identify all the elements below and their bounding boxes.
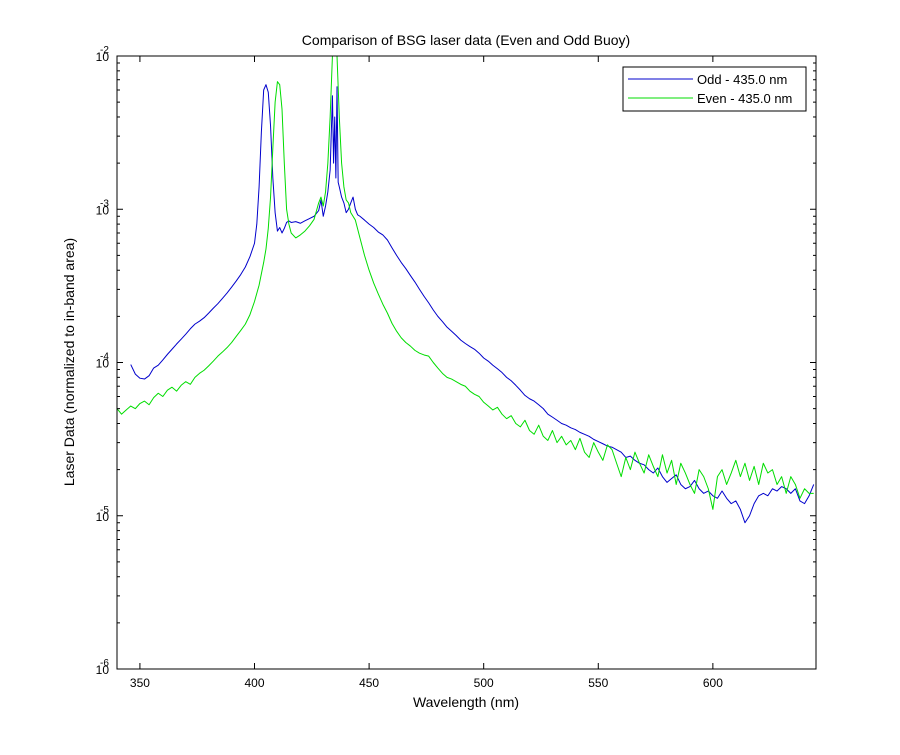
x-tick-label: 450 xyxy=(359,676,379,690)
y-tick-exponent: -2 xyxy=(100,45,109,56)
x-tick-label: 400 xyxy=(244,676,264,690)
series-line-odd xyxy=(130,84,815,524)
y-tick-exponent: -5 xyxy=(100,505,109,516)
y-tick-exponent: -3 xyxy=(100,198,109,209)
y-tick-label: 10 xyxy=(96,663,110,677)
y-tick-label: 10 xyxy=(96,203,110,217)
x-axis-label: Wavelength (nm) xyxy=(413,694,519,710)
legend-label: Even - 435.0 nm xyxy=(697,91,792,106)
legend-label: Odd - 435.0 nm xyxy=(697,72,787,87)
y-tick-label: 10 xyxy=(96,510,110,524)
y-tick-exponent: -6 xyxy=(100,658,109,669)
x-tick-label: 350 xyxy=(130,676,150,690)
x-tick-label: 600 xyxy=(703,676,723,690)
plot-frame xyxy=(116,55,817,670)
legend-box xyxy=(622,66,807,112)
y-tick-exponent: -4 xyxy=(100,352,109,363)
x-tick-label: 550 xyxy=(588,676,608,690)
y-axis-label: Laser Data (normalized to in-band area) xyxy=(61,238,77,486)
y-tick-label: 10 xyxy=(96,50,110,64)
series-line-even xyxy=(117,56,814,510)
chart-title: Comparison of BSG laser data (Even and O… xyxy=(302,32,630,48)
x-tick-label: 500 xyxy=(474,676,494,690)
plot-area xyxy=(117,56,816,669)
y-tick-label: 10 xyxy=(96,357,110,371)
